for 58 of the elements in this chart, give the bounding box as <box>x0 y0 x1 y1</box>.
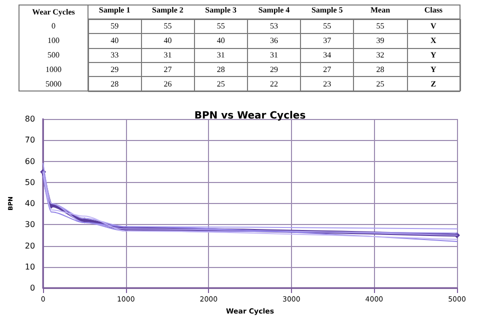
text: 31 <box>270 50 278 60</box>
text: 25 <box>376 79 384 88</box>
text: 36 <box>270 36 278 46</box>
text: 40 <box>164 36 172 46</box>
y-tick-label: 80 <box>24 114 36 124</box>
text: 55 <box>323 22 332 31</box>
text: 28 <box>376 64 384 74</box>
text: V <box>430 22 436 31</box>
text: 32 <box>376 50 384 60</box>
text: 29 <box>270 64 278 74</box>
text: 39 <box>376 36 384 46</box>
text: 55 <box>376 22 384 31</box>
text: 28 <box>216 64 225 74</box>
y-tick-label: 100 <box>48 36 60 46</box>
y-tick-label: 0 <box>52 22 56 31</box>
y-axis-title: Wear Cycles <box>32 8 75 16</box>
text: 37 <box>323 36 332 46</box>
text: 22 <box>270 79 278 88</box>
text: Y <box>430 50 436 60</box>
text: 40 <box>110 36 119 46</box>
y-tick-label: 40 <box>24 199 36 208</box>
text: 28 <box>110 79 119 88</box>
text: Z <box>430 79 436 88</box>
text: 27 <box>164 64 172 74</box>
y-tick-label: 1000 <box>46 64 62 74</box>
chart-title: BPN vs Wear Cycles <box>194 110 306 122</box>
x-tick-label: Sample 2 <box>152 6 184 14</box>
text: 55 <box>164 22 172 31</box>
x-tick-label: Sample 1 <box>98 6 130 14</box>
text: 29 <box>110 64 119 74</box>
y-tick-label: 70 <box>24 136 36 145</box>
text: Y <box>430 64 436 74</box>
text: X <box>430 36 436 46</box>
text: 59 <box>110 22 119 31</box>
y-tick-label: 500 <box>48 50 60 60</box>
text: 33 <box>110 50 119 60</box>
y-tick-label: 0 <box>30 284 36 292</box>
text: 31 <box>216 50 225 60</box>
y-tick-label: 50 <box>24 178 36 187</box>
text: 26 <box>164 79 172 88</box>
text: 55 <box>216 22 225 31</box>
y-tick-label: 60 <box>24 156 36 166</box>
x-tick-label: Sample 4 <box>258 6 290 14</box>
x-tick-label: Sample 5 <box>311 6 343 14</box>
text: 34 <box>323 50 332 60</box>
x-tick-label: Class <box>424 6 443 14</box>
y-tick-label: 30 <box>24 220 36 230</box>
x-tick-label: Mean <box>370 6 391 14</box>
text: 23 <box>323 79 332 88</box>
text: 31 <box>164 50 172 60</box>
text: 27 <box>323 64 332 74</box>
text: 53 <box>270 22 278 31</box>
x-tick-label: Sample 3 <box>205 6 237 14</box>
y-tick-label: 5000 <box>46 79 62 88</box>
text: 40 <box>216 36 225 46</box>
y-tick-label: 20 <box>24 241 36 250</box>
text: 25 <box>216 79 225 88</box>
y-tick-label: 10 <box>24 262 36 272</box>
